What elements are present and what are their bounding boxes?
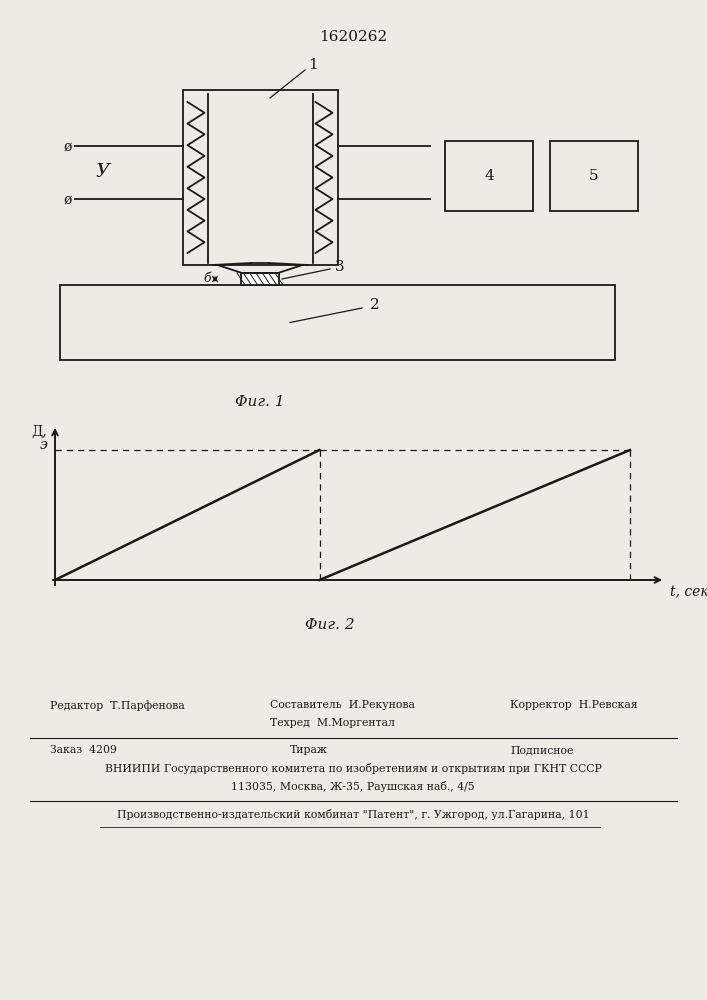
Bar [241,273,279,285]
Bar [60,285,615,360]
Text: 113035, Москва, Ж-35, Раушская наб., 4/5: 113035, Москва, Ж-35, Раушская наб., 4/5 [231,781,475,792]
Text: Составитель  И.Рекунова: Составитель И.Рекунова [270,700,415,710]
Text: 5: 5 [589,169,599,183]
Text: ø: ø [64,140,72,154]
Text: Производственно-издательский комбинат "Патент", г. Ужгород, ул.Гагарина, 101: Производственно-издательский комбинат "П… [117,809,590,820]
Bar [445,141,533,211]
Text: 1620262: 1620262 [319,30,387,44]
Text: t, сек: t, сек [670,585,707,599]
Text: У: У [95,163,109,181]
Text: ВНИИПИ Государственного комитета по изобретениям и открытиям при ГКНТ СССР: ВНИИПИ Государственного комитета по изоб… [105,763,602,774]
Text: Подписное: Подписное [510,745,573,755]
Text: 4: 4 [484,169,494,183]
Text: Редактор  Т.Парфенова: Редактор Т.Парфенова [50,700,185,711]
Text: Д,: Д, [31,425,47,439]
Text: 1: 1 [308,58,317,72]
Text: Техред  М.Моргентал: Техред М.Моргентал [270,718,395,728]
Text: Φиг. 2: Φиг. 2 [305,618,355,632]
Bar [550,141,638,211]
Text: Φиг. 1: Φиг. 1 [235,395,285,409]
Text: 3: 3 [335,260,344,274]
Text: э: э [40,438,47,452]
Text: Заказ  4209: Заказ 4209 [50,745,117,755]
Text: Корректор  Н.Ревская: Корректор Н.Ревская [510,700,638,710]
Bar [182,90,337,265]
Text: 2: 2 [370,298,380,312]
Text: б: б [204,272,211,286]
Text: Тираж: Тираж [290,745,328,755]
Text: ø: ø [64,192,72,207]
